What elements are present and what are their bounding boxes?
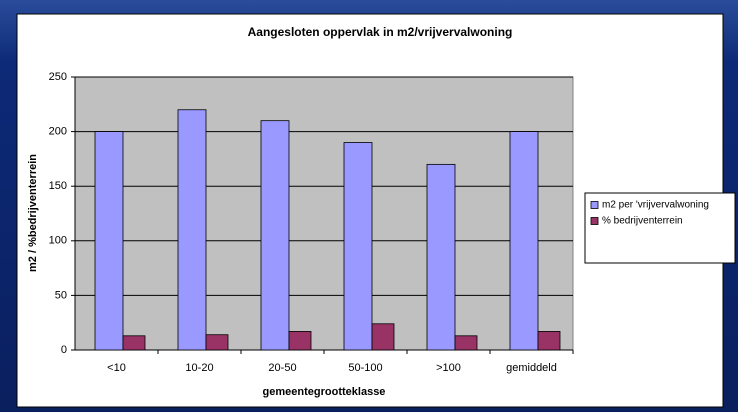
legend-box <box>584 192 736 264</box>
bar <box>94 131 124 351</box>
x-tick-label: <10 <box>107 362 126 374</box>
legend-label: % bedrijventerrein <box>602 216 683 227</box>
x-tick-label: 50-100 <box>348 362 382 374</box>
plot-area <box>74 76 574 351</box>
x-tick-label: gemiddeld <box>506 362 557 374</box>
y-tick-label: 250 <box>49 71 67 83</box>
bar <box>537 331 561 351</box>
y-tick-label: 200 <box>49 126 67 138</box>
legend-label: m2 per 'vrijvervalwoning <box>602 200 709 211</box>
x-tick-label: 20-50 <box>268 362 296 374</box>
x-axis-title: gemeentegrootteklasse <box>263 386 386 398</box>
bar <box>288 331 312 351</box>
legend-swatch <box>590 201 599 209</box>
chart-title: Aangesloten oppervlak in m2/vrijvervalwo… <box>248 25 513 39</box>
y-tick-label: 100 <box>49 235 67 247</box>
bar <box>260 120 290 351</box>
bar <box>122 335 146 351</box>
bar <box>177 109 207 351</box>
x-tick-label: >100 <box>436 362 461 374</box>
bar <box>371 323 395 351</box>
x-tick-label: 10-20 <box>185 362 213 374</box>
bar <box>509 131 539 351</box>
y-tick-label: 50 <box>55 289 67 301</box>
bar <box>343 142 373 351</box>
y-tick-label: 0 <box>61 344 67 356</box>
y-axis-title: m2 / %bedrijventerrein <box>27 154 39 272</box>
bar <box>454 335 478 351</box>
bar <box>426 163 456 351</box>
legend-swatch <box>590 217 599 225</box>
y-tick-label: 150 <box>49 180 67 192</box>
bar <box>205 334 229 351</box>
